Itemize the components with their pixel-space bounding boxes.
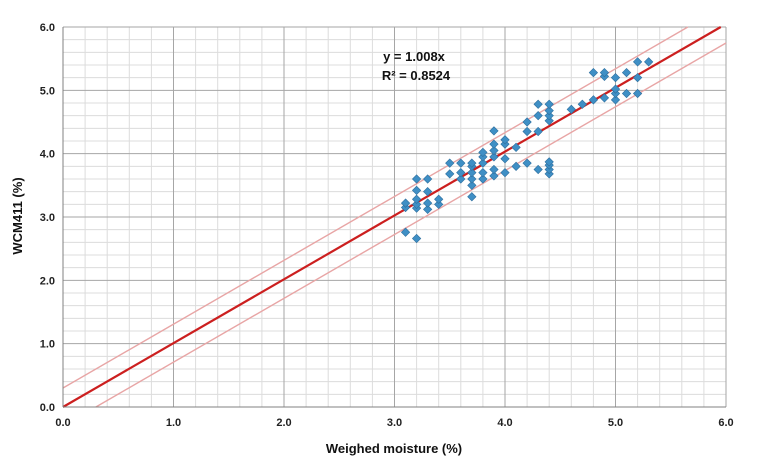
data-point bbox=[533, 99, 543, 109]
data-point bbox=[588, 95, 599, 105]
x-tick-label: 5.0 bbox=[608, 417, 623, 429]
data-point bbox=[500, 168, 510, 178]
data-point bbox=[423, 187, 433, 197]
data-point bbox=[544, 105, 554, 116]
data-point bbox=[544, 99, 554, 109]
axes bbox=[62, 27, 726, 408]
data-point bbox=[544, 111, 554, 121]
x-tick-label: 6.0 bbox=[718, 417, 733, 429]
data-point bbox=[610, 95, 621, 105]
data-point bbox=[621, 67, 632, 78]
data-point bbox=[588, 67, 599, 78]
data-point bbox=[411, 194, 422, 204]
data-point bbox=[478, 168, 488, 178]
y-tick-labels: 0.0 1.0 2.0 3.0 4.0 5.0 6.0 bbox=[40, 22, 55, 414]
band-line bbox=[62, 26, 689, 389]
data-point bbox=[478, 147, 488, 158]
data-point bbox=[400, 198, 411, 208]
data-point bbox=[489, 139, 499, 149]
data-point bbox=[478, 158, 488, 168]
data-point bbox=[434, 194, 444, 204]
data-point bbox=[411, 199, 422, 209]
data-point bbox=[621, 88, 632, 99]
data-point bbox=[632, 73, 643, 83]
data-point bbox=[533, 126, 543, 137]
data-point bbox=[467, 180, 477, 190]
y-axis-title: WCM411 (%) bbox=[10, 177, 25, 254]
data-point bbox=[610, 73, 621, 83]
data-point bbox=[467, 192, 477, 202]
x-tick-label: 1.0 bbox=[166, 417, 181, 429]
r-squared-label: R² = 0.8524 bbox=[382, 68, 451, 83]
equation-label: y = 1.008x bbox=[383, 49, 446, 64]
data-point bbox=[566, 104, 576, 114]
data-point bbox=[445, 158, 455, 168]
data-point bbox=[411, 185, 422, 196]
data-point bbox=[423, 198, 433, 208]
data-point bbox=[423, 174, 433, 184]
data-point bbox=[500, 154, 510, 164]
data-point bbox=[467, 174, 477, 184]
data-point bbox=[467, 168, 477, 178]
data-point bbox=[411, 233, 422, 244]
x-tick-label: 0.0 bbox=[55, 417, 70, 429]
data-point bbox=[478, 174, 488, 184]
data-point bbox=[489, 126, 499, 136]
x-tick-label: 3.0 bbox=[387, 417, 402, 429]
y-tick-label: 4.0 bbox=[40, 149, 55, 161]
data-point bbox=[511, 142, 521, 152]
x-tick-label: 2.0 bbox=[276, 417, 291, 429]
x-tick-label: 4.0 bbox=[497, 417, 512, 429]
y-tick-label: 0.0 bbox=[40, 402, 55, 414]
y-tick-label: 2.0 bbox=[40, 275, 55, 287]
y-tick-label: 3.0 bbox=[40, 212, 55, 224]
data-point bbox=[456, 174, 466, 184]
data-point bbox=[644, 57, 654, 67]
data-point bbox=[610, 84, 621, 94]
data-point bbox=[467, 158, 477, 168]
data-point bbox=[411, 174, 422, 184]
data-point bbox=[599, 67, 610, 78]
data-point bbox=[423, 204, 433, 215]
y-tick-label: 5.0 bbox=[40, 85, 55, 97]
data-point bbox=[456, 158, 466, 168]
data-point bbox=[522, 126, 532, 137]
x-axis-title: Weighed moisture (%) bbox=[326, 441, 462, 456]
data-point bbox=[400, 227, 411, 237]
y-tick-label: 6.0 bbox=[40, 22, 55, 34]
trendline-group bbox=[62, 26, 722, 408]
data-point bbox=[533, 164, 543, 175]
data-point bbox=[522, 158, 532, 168]
data-point bbox=[489, 164, 499, 175]
trendline bbox=[62, 26, 722, 408]
data-point bbox=[544, 116, 554, 126]
data-point bbox=[489, 145, 499, 156]
band-line bbox=[95, 42, 727, 408]
data-point bbox=[489, 171, 499, 181]
data-point bbox=[544, 157, 554, 167]
data-point bbox=[599, 93, 610, 103]
data-point bbox=[445, 169, 455, 179]
data-point bbox=[511, 161, 521, 171]
x-tick-labels: 0.0 1.0 2.0 3.0 4.0 5.0 6.0 bbox=[55, 417, 733, 429]
data-point bbox=[533, 111, 543, 121]
confidence-band-lines bbox=[62, 26, 727, 408]
data-point bbox=[434, 199, 444, 209]
data-point bbox=[632, 57, 643, 67]
data-point bbox=[500, 135, 510, 145]
data-point bbox=[456, 168, 466, 178]
data-points bbox=[400, 57, 654, 244]
data-point bbox=[577, 99, 587, 109]
data-point bbox=[632, 88, 643, 99]
data-point bbox=[522, 117, 532, 127]
data-point bbox=[489, 152, 499, 162]
y-tick-label: 1.0 bbox=[40, 339, 55, 351]
